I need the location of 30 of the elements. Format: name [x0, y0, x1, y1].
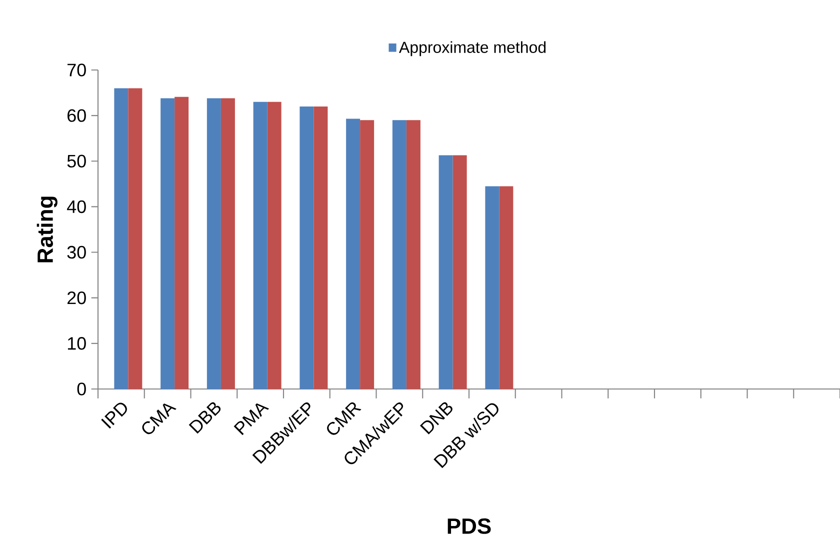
bar: [114, 88, 128, 389]
y-tick-label: 20: [68, 291, 86, 304]
y-tick-label: 30: [67, 246, 86, 259]
x-tick-label: IPD: [101, 402, 127, 429]
y-axis-title: Rating: [36, 196, 58, 262]
y-tick-label: 60: [68, 109, 86, 122]
bar: [300, 106, 314, 389]
bar: [160, 98, 175, 389]
bar: [452, 155, 467, 389]
bar: [267, 102, 282, 389]
y-tick-label: 0: [77, 382, 86, 396]
y-tick-label: 10: [68, 337, 86, 350]
bar: [174, 96, 189, 389]
legend-label: Approximate method: [399, 41, 546, 56]
bar: [438, 155, 453, 389]
y-tick-label: 40: [67, 200, 86, 214]
x-axis-title: PDS: [448, 518, 491, 534]
bar: [253, 102, 268, 389]
bar: [128, 88, 142, 389]
bar: [346, 118, 360, 389]
bar: [314, 106, 328, 389]
bar: [406, 120, 420, 389]
bar: [220, 98, 235, 389]
bar: [206, 98, 221, 389]
bar: [392, 120, 406, 389]
bar: [485, 186, 500, 389]
y-tick-label: 50: [67, 154, 86, 168]
bar: [499, 186, 514, 389]
bar: [360, 120, 374, 389]
y-tick-label: 70: [68, 64, 86, 76]
